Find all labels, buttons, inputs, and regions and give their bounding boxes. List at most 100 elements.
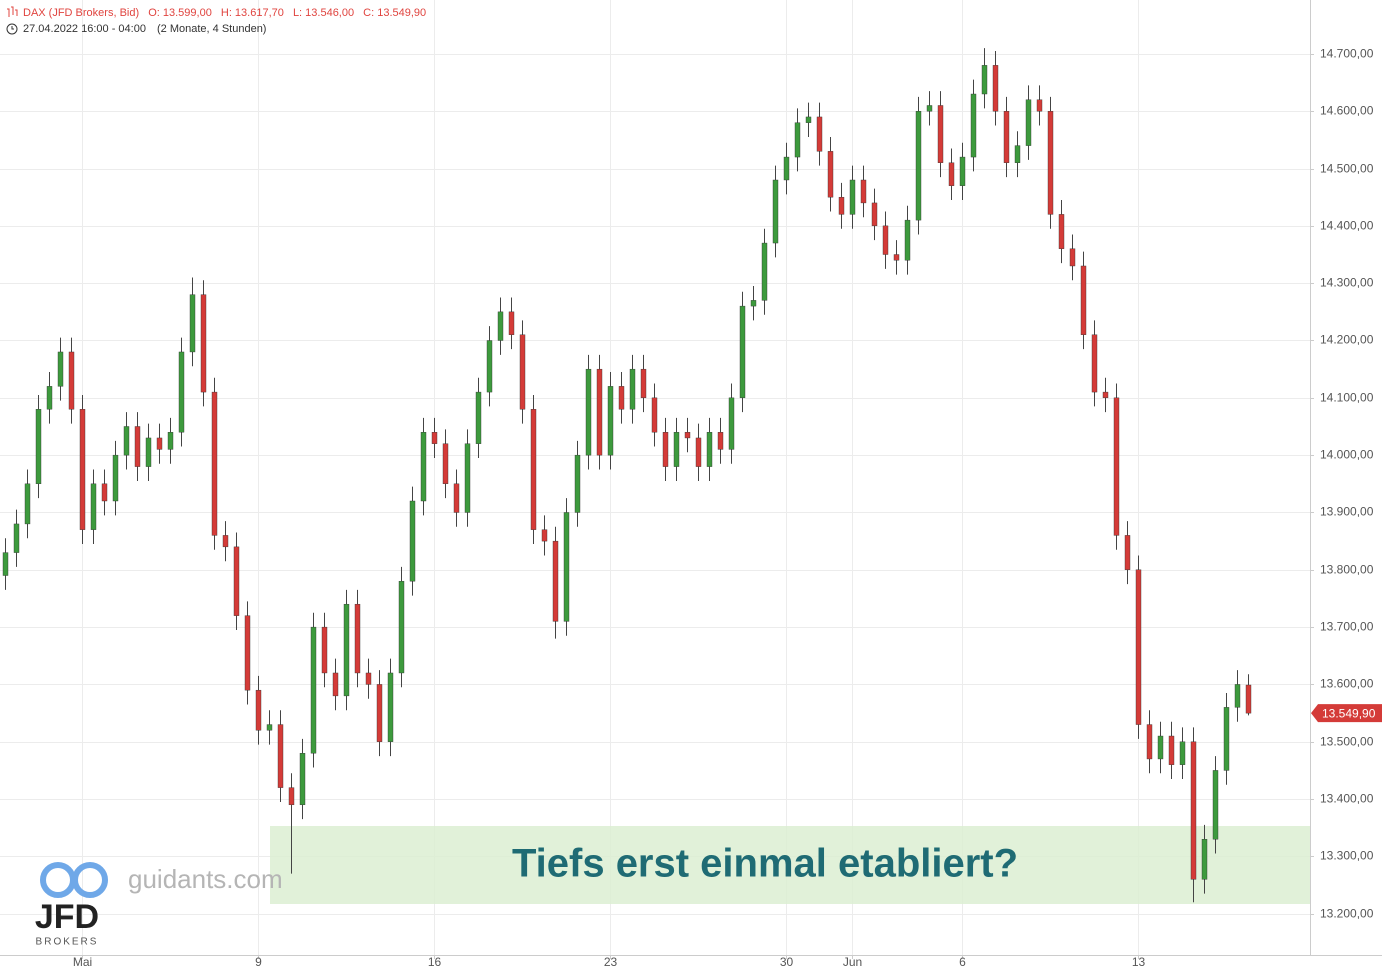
ohlc: H: 13.617,70 [221,7,284,19]
candle-body [1245,684,1252,714]
candle-body [354,603,361,674]
candle-body [706,432,713,467]
candle-body [882,225,889,255]
clock-icon [6,23,18,35]
y-tick-label: 13.600,00 [1320,677,1374,691]
candle-body [695,437,702,467]
candle-body [893,254,900,261]
watermark: guidants.com [128,864,283,894]
candle-body [860,179,867,204]
grid [0,0,1310,955]
candle-body [112,454,119,502]
header: DAX (JFD Brokers, Bid) O: 13.599,00 H: 1… [6,6,426,35]
x-tick-label: 16 [428,955,442,969]
candle-body [145,437,152,467]
candle-body [266,724,273,731]
y-tick-label: 13.900,00 [1320,505,1374,519]
candle-body [475,391,482,444]
candle-body [464,443,471,513]
annotation: Tiefs erst einmal etabliert? [512,842,1018,886]
candle-body [827,151,834,198]
candle-body [321,626,328,674]
y-tick-label: 13.200,00 [1320,907,1374,921]
candle-body [1124,535,1131,570]
candle-body [310,626,317,754]
candle-body [552,540,559,622]
y-tick-label: 13.700,00 [1320,620,1374,634]
x-tick-label: 9 [255,955,262,969]
candle-body [673,432,680,467]
y-tick-label: 14.600,00 [1320,104,1374,118]
logo-ring [40,862,76,898]
candle-body [563,512,570,622]
candle-body [277,724,284,788]
candle-body [1058,214,1065,249]
y-tick-label: 14.300,00 [1320,276,1374,290]
candle-body [255,689,262,731]
candle-body [915,111,922,221]
candle-body [772,179,779,244]
candle-body [35,409,42,485]
y-tick-label: 14.000,00 [1320,448,1374,462]
candle-body [1025,99,1032,146]
candle-body [904,219,911,261]
candle-body [805,116,812,123]
x-tick-label: 23 [604,955,618,969]
candle-body [57,351,64,387]
candle-body [1036,99,1043,112]
candle-body [365,672,372,685]
x-tick-label: 13 [1132,955,1146,969]
candle-body [299,753,306,806]
x-tick-label: 30 [780,955,794,969]
candle-body [178,351,185,433]
subtitle: 27.04.2022 16:00 - 04:00 [23,23,146,35]
candle-body [222,535,229,548]
candle-body [90,483,97,530]
candle-body [530,409,537,530]
subtitle-line: 27.04.2022 16:00 - 04:00 (2 Monate, 4 St… [23,23,266,35]
candle-body [937,105,944,163]
candle-body [662,432,669,467]
header-line: DAX (JFD Brokers, Bid) O: 13.599,00 H: 1… [23,7,426,19]
candle-body [420,432,427,502]
candle-body [1102,391,1109,399]
candle-body [1223,707,1230,771]
candle-body [959,156,966,186]
y-tick-label: 14.400,00 [1320,219,1374,233]
candle-body [871,202,878,227]
candle-body [992,65,999,112]
candle-body [1212,770,1219,840]
y-tick-label: 14.500,00 [1320,162,1374,176]
candle-body [1047,111,1054,215]
candle-body [651,397,658,433]
candle-body [1014,145,1021,163]
candle-body [343,603,350,697]
candle-body [376,684,383,742]
candle-body [46,386,53,410]
candle-body [409,500,416,582]
ohlc: O: 13.599,00 [148,7,212,19]
candle-body [519,334,526,410]
candle-body [497,311,504,341]
candle-body [233,546,240,616]
candle-body [211,391,218,536]
candle-body [24,483,31,525]
candle-body [585,368,592,456]
candle-body [849,179,856,215]
y-tick-label: 13.300,00 [1320,849,1374,863]
candle-body [783,156,790,181]
title: DAX (JFD Brokers, Bid) [23,7,139,19]
candle-body [1069,248,1076,267]
candle-body [640,368,647,399]
x-tick-label: 6 [959,955,966,969]
candle-body [167,432,174,450]
y-tick-label: 14.700,00 [1320,47,1374,61]
candle-body [2,552,9,576]
candle-body [431,432,438,444]
candle-body [750,300,757,307]
y-tick-label: 13.500,00 [1320,735,1374,749]
candle-body [486,340,493,393]
candle-body [838,196,845,215]
